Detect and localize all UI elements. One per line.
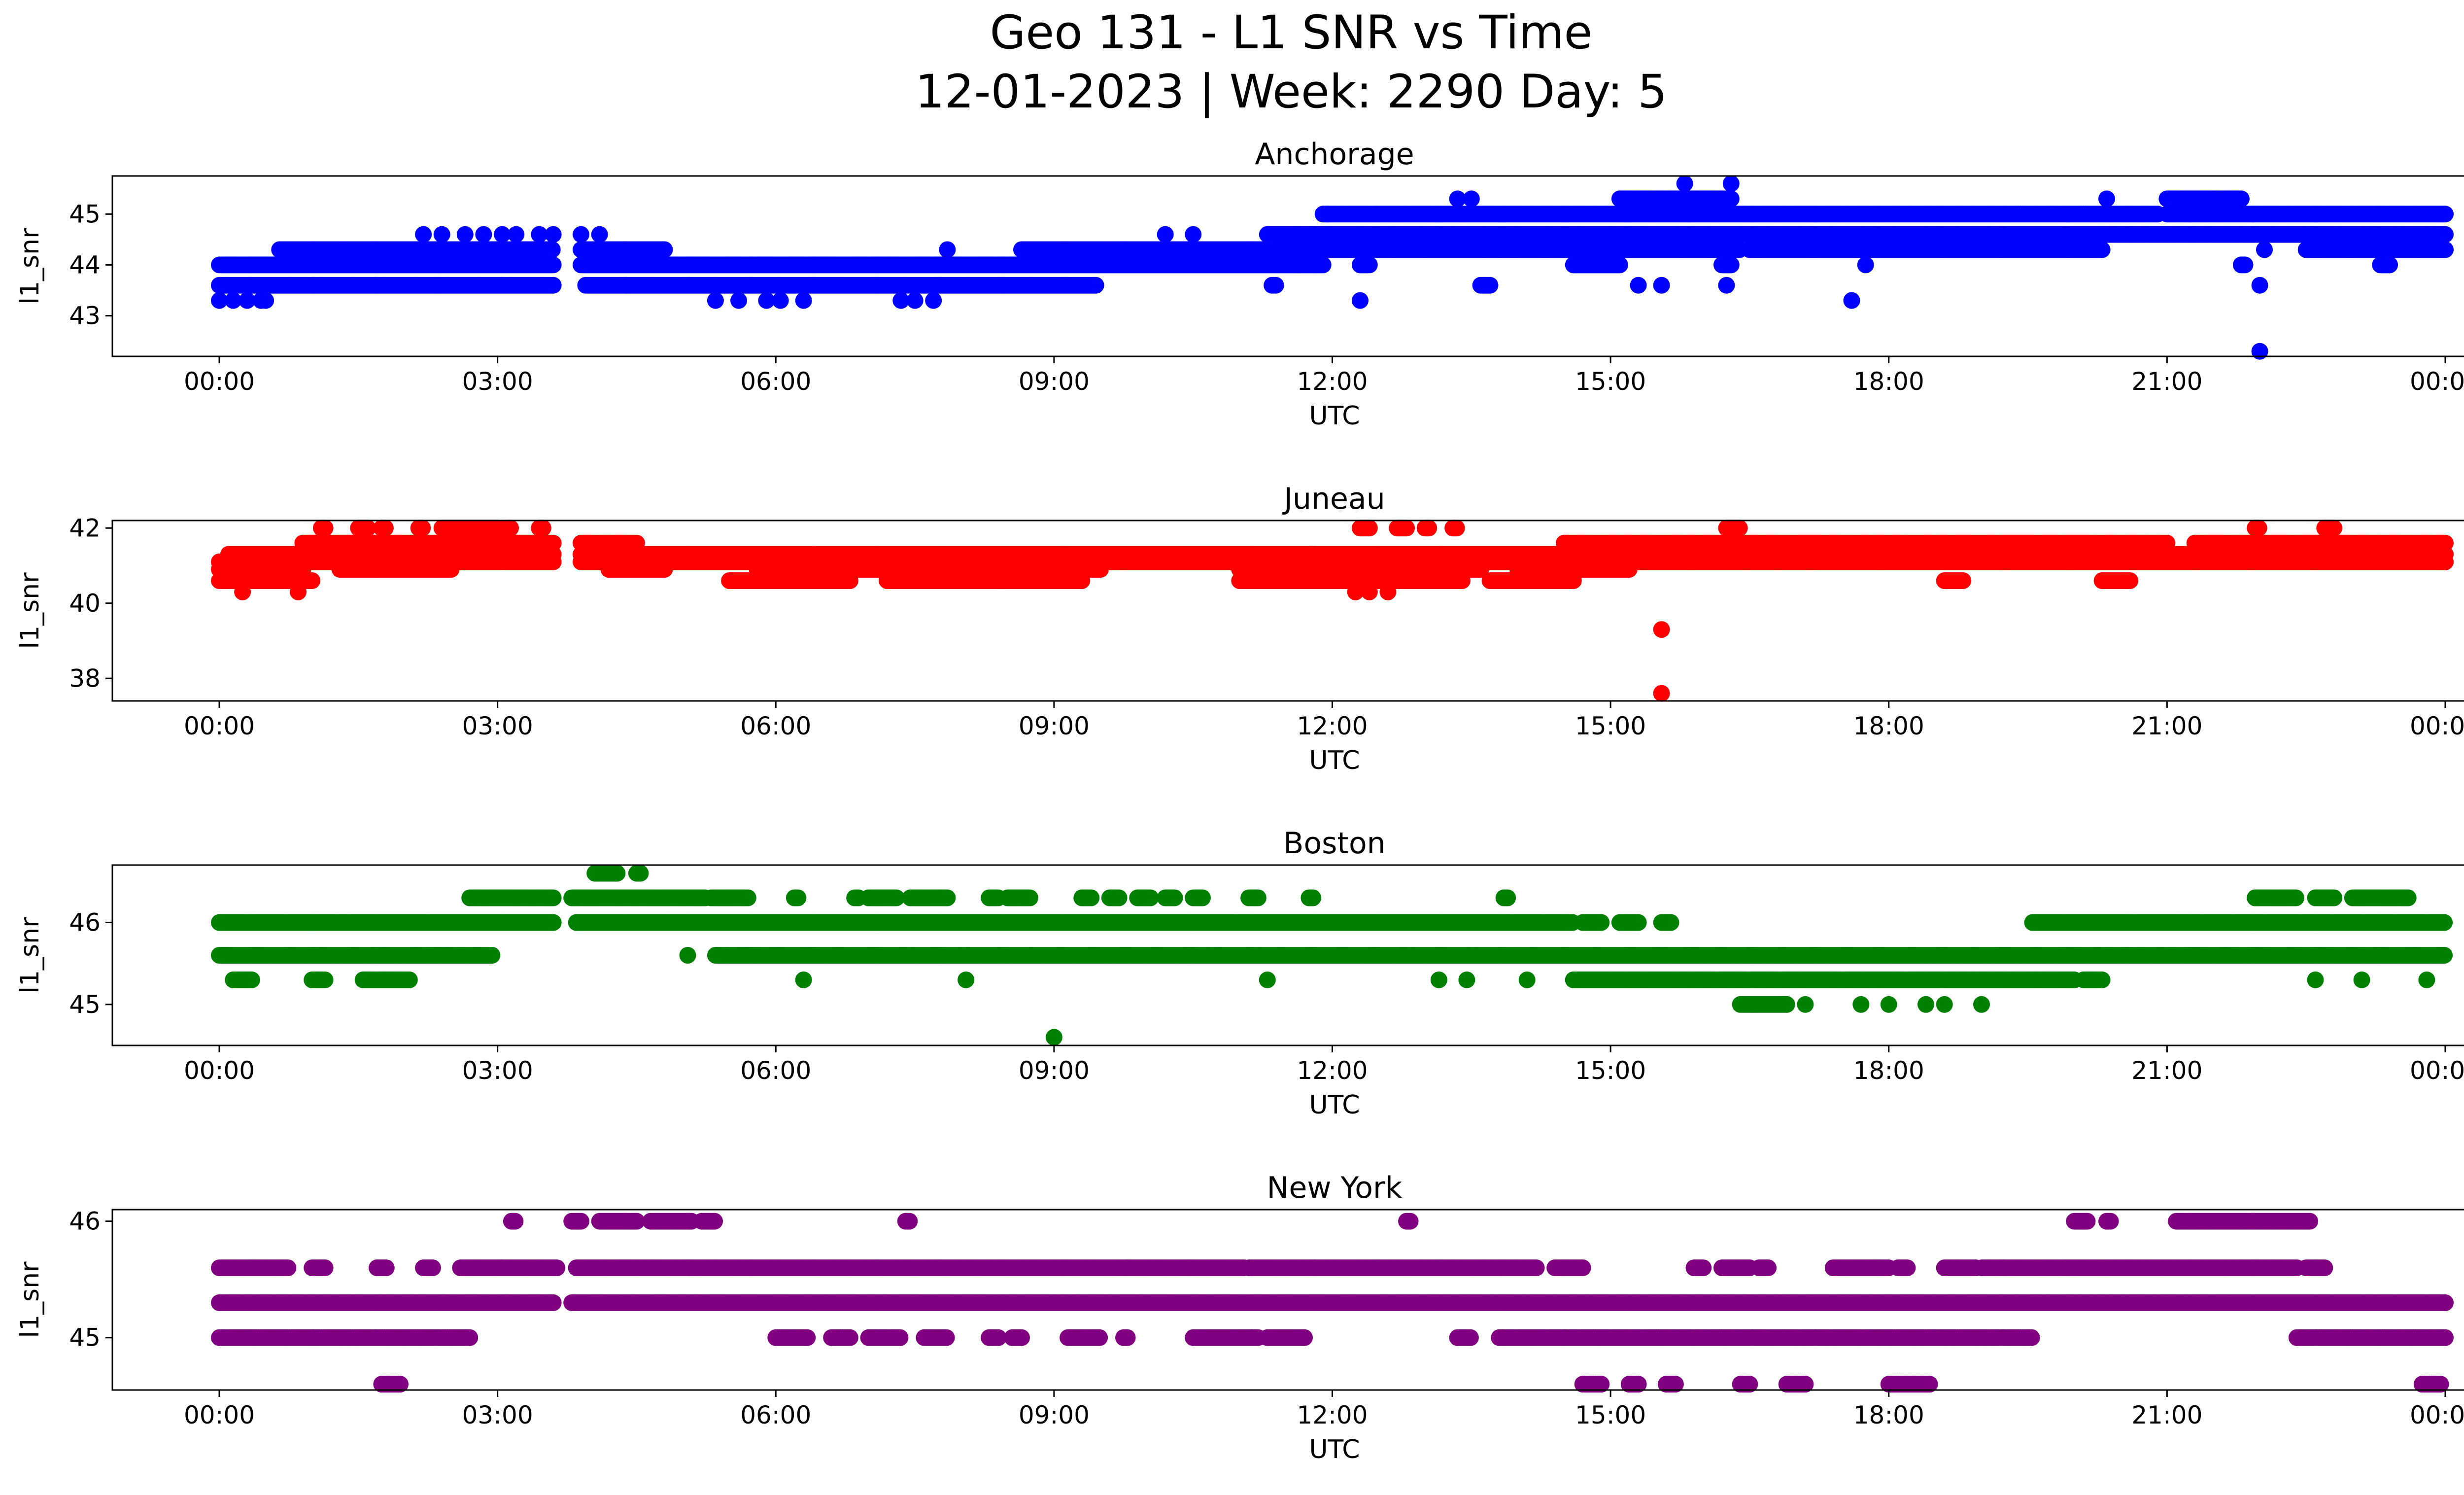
- data-point: [1314, 256, 1332, 274]
- data-point: [1718, 277, 1735, 294]
- y-tick-label: 43: [69, 302, 101, 330]
- figure-title-line1: Geo 131 - L1 SNR vs Time: [990, 6, 1593, 60]
- data-point: [1857, 256, 1874, 274]
- data-point: [2437, 241, 2454, 258]
- data-point: [925, 292, 942, 309]
- subplot-anchorage: 00:00 03:00 06:00 09:00 12:00 15:00 18:00 21:00…: [15, 137, 2464, 431]
- data-point: [2381, 256, 2398, 274]
- data-point: [1611, 256, 1628, 274]
- data-point: [545, 277, 562, 294]
- data-point: [2251, 277, 2268, 294]
- data-point: [1630, 277, 1647, 294]
- data-point: [475, 226, 492, 243]
- data-points: [211, 175, 2454, 360]
- data-point: [2122, 572, 2139, 589]
- data-point: [1361, 256, 1378, 274]
- data-point: [1722, 175, 1740, 192]
- data-point: [1267, 277, 1284, 294]
- subplot-title: Anchorage: [1255, 137, 1414, 172]
- x-tick-label: 21:00: [2131, 367, 2202, 396]
- y-axis-label: l1_snr: [15, 228, 45, 305]
- data-point: [2256, 241, 2273, 258]
- data-point: [573, 226, 589, 243]
- data-point: [1676, 175, 1693, 192]
- data-point: [1087, 277, 1104, 294]
- data-point: [1722, 256, 1740, 274]
- data-points: [211, 520, 2454, 702]
- data-point: [1463, 190, 1480, 208]
- data-point: [456, 226, 474, 243]
- subplot-juneau: 00:00 03:00 06:00 09:00 12:00 15:00 18:00 21:00…: [15, 482, 2464, 775]
- data-point: [2093, 241, 2111, 258]
- data-point: [591, 226, 608, 243]
- data-point: [415, 226, 432, 243]
- figure-title-line2: 12-01-2023 | Week: 2290 Day: 5: [915, 65, 1667, 119]
- x-tick-label: 06:00: [740, 367, 811, 396]
- x-tick-label: 12:00: [1297, 367, 1368, 396]
- data-point: [1291, 256, 1308, 274]
- data-point: [772, 292, 789, 309]
- data-point: [2232, 190, 2250, 208]
- x-tick-label: 18:00: [1853, 367, 1924, 396]
- data-point: [1185, 226, 1202, 243]
- data-point: [795, 292, 812, 309]
- data-point: [545, 256, 562, 274]
- data-point: [2437, 226, 2454, 243]
- data-point: [257, 292, 274, 309]
- data-point: [544, 241, 561, 258]
- data-point: [1352, 292, 1369, 309]
- x-tick-label: 00:00: [184, 367, 255, 396]
- data-point: [1954, 572, 1972, 589]
- data-point: [2437, 206, 2454, 223]
- data-point: [2098, 190, 2115, 208]
- x-axis-label: UTC: [1309, 401, 1360, 431]
- data-point: [508, 226, 525, 243]
- x-tick-label: 15:00: [1575, 367, 1646, 396]
- data-point: [906, 292, 924, 309]
- x-tick-label: 09:00: [1019, 367, 1090, 396]
- data-point: [730, 292, 747, 309]
- x-tick-label: 00:00: [2410, 367, 2464, 396]
- data-point: [433, 226, 450, 243]
- data-point: [939, 241, 956, 258]
- data-point: [2251, 343, 2268, 360]
- data-point: [1319, 206, 1336, 223]
- data-point: [1843, 292, 1860, 309]
- data-point: [707, 292, 724, 309]
- data-point: [656, 241, 673, 258]
- y-tick-label: 45: [69, 200, 101, 228]
- data-point: [1481, 277, 1499, 294]
- y-tick-label: 44: [69, 250, 101, 279]
- subplot-panels: 00:00 03:00 06:00 09:00 12:00 15:00 18:00 21:00…: [15, 137, 2464, 1464]
- data-point: [1653, 277, 1670, 294]
- data-point: [2236, 256, 2254, 274]
- data-point: [1722, 190, 1740, 208]
- x-tick-label: 03:00: [462, 367, 533, 396]
- data-point: [545, 226, 562, 243]
- data-point: [1157, 226, 1174, 243]
